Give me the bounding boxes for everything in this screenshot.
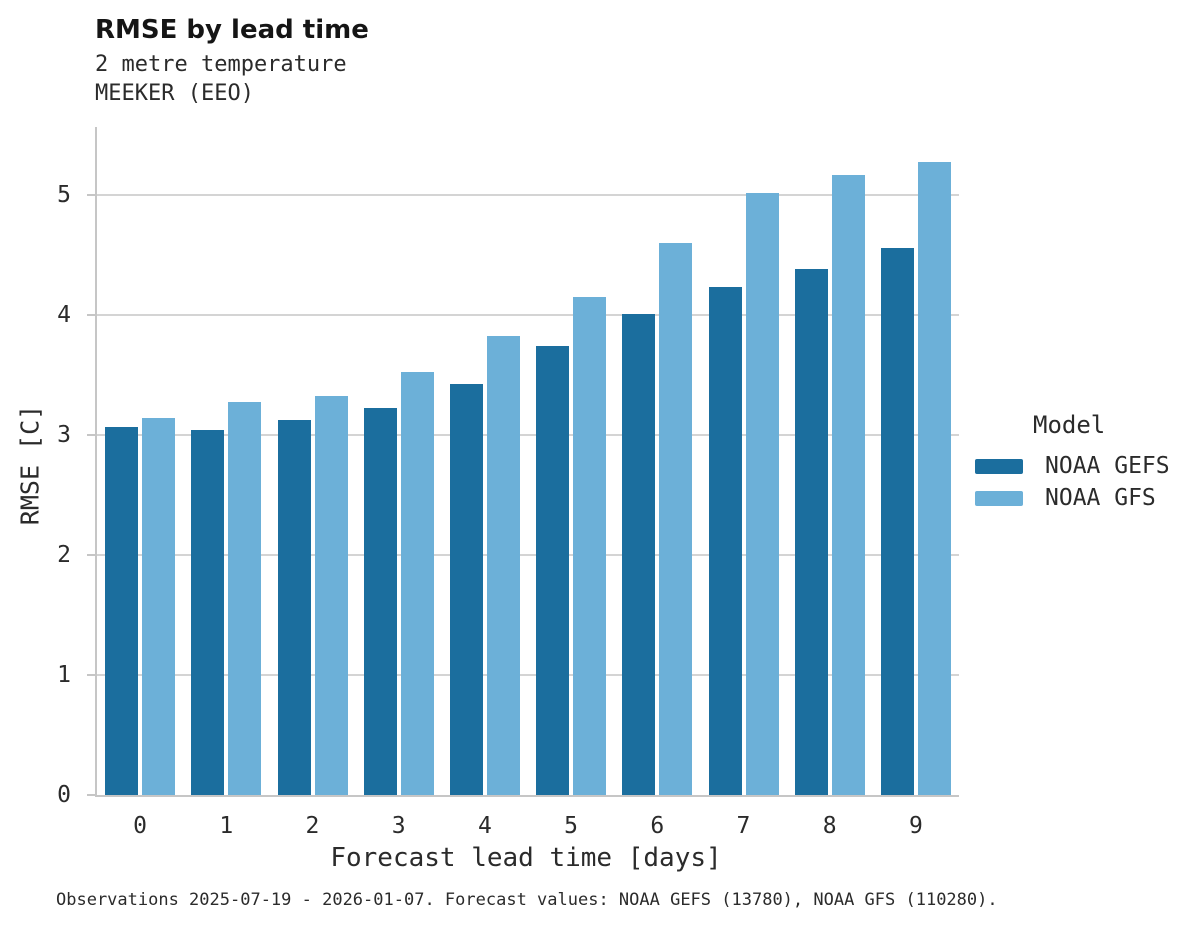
bar-noaa-gefs-day-4 xyxy=(449,384,483,795)
bar-noaa-gfs-day-9 xyxy=(917,162,951,795)
y-tick-label-1: 1 xyxy=(57,662,71,689)
bar-noaa-gfs-day-8 xyxy=(831,175,865,795)
x-tick-label-9: 9 xyxy=(908,813,923,839)
y-tick-mark-5 xyxy=(87,194,95,197)
bar-noaa-gefs-day-1 xyxy=(191,430,225,795)
bar-noaa-gefs-day-5 xyxy=(536,346,570,795)
legend-swatch-noaa-gefs xyxy=(975,458,1023,474)
y-tick-label-2: 2 xyxy=(57,542,71,569)
bar-noaa-gefs-day-9 xyxy=(880,248,914,795)
y-tick-label-3: 3 xyxy=(57,422,71,449)
bar-noaa-gefs-day-3 xyxy=(363,408,397,795)
chart-subtitle-station: MEEKER (EEO) xyxy=(95,81,254,106)
bar-noaa-gefs-day-7 xyxy=(708,287,742,795)
legend-label-noaa-gefs: NOAA GEFS xyxy=(1045,453,1170,479)
bar-noaa-gfs-day-4 xyxy=(486,336,520,795)
gridline-y-3 xyxy=(97,434,959,437)
x-tick-label-2: 2 xyxy=(305,813,320,839)
y-tick-label-4: 4 xyxy=(57,302,71,329)
bar-noaa-gefs-day-2 xyxy=(277,420,311,795)
x-tick-label-8: 8 xyxy=(822,813,837,839)
y-tick-mark-4 xyxy=(87,314,95,317)
footer-caption: Observations 2025-07-19 - 2026-01-07. Fo… xyxy=(56,890,998,910)
bar-noaa-gfs-day-7 xyxy=(745,193,779,795)
plot-area: 0 1 2 3 4 5 0 1 2 3 4 5 6 7 8 9 xyxy=(57,127,959,839)
bar-noaa-gfs-day-5 xyxy=(573,297,607,795)
y-tick-mark-1 xyxy=(87,674,95,677)
gridline-y-4 xyxy=(97,314,959,317)
x-tick-label-4: 4 xyxy=(477,813,492,839)
legend-swatch-noaa-gfs xyxy=(975,490,1023,506)
x-axis-label: Forecast lead time [days] xyxy=(330,843,722,873)
gridline-y-2 xyxy=(97,554,959,557)
bar-noaa-gefs-day-6 xyxy=(622,314,656,795)
gridline-y-1 xyxy=(97,674,959,677)
chart-header: RMSE by lead time 2 metre temperature ME… xyxy=(95,14,369,108)
legend-title: Model xyxy=(1033,411,1106,439)
bar-noaa-gfs-day-6 xyxy=(659,243,693,795)
x-tick-label-6: 6 xyxy=(650,813,665,839)
y-tick-label-0: 0 xyxy=(57,782,71,808)
chart-subtitle-variable: 2 metre temperature xyxy=(95,52,347,77)
x-tick-label-0: 0 xyxy=(133,813,148,839)
bar-noaa-gefs-day-8 xyxy=(794,269,828,795)
y-tick-mark-2 xyxy=(87,554,95,557)
bar-noaa-gfs-day-0 xyxy=(142,418,176,795)
legend-entry-noaa-gfs: NOAA GFS xyxy=(975,482,1170,514)
legend-label-noaa-gfs: NOAA GFS xyxy=(1045,485,1156,511)
gridline-y-5 xyxy=(97,194,959,197)
legend-entries: NOAA GEFS NOAA GFS xyxy=(975,450,1170,514)
chart-title: RMSE by lead time xyxy=(95,15,369,45)
bar-noaa-gfs-day-1 xyxy=(228,402,262,795)
bar-noaa-gfs-day-3 xyxy=(400,372,434,795)
legend-entry-noaa-gefs: NOAA GEFS xyxy=(975,450,1170,482)
bar-noaa-gfs-day-2 xyxy=(314,396,348,795)
bar-noaa-gefs-day-0 xyxy=(105,427,139,795)
x-tick-label-5: 5 xyxy=(564,813,579,839)
x-tick-label-7: 7 xyxy=(736,813,751,839)
legend: Model NOAA GEFS NOAA GFS xyxy=(975,410,1170,514)
x-tick-label-1: 1 xyxy=(219,813,234,839)
y-tick-mark-3 xyxy=(87,434,95,437)
y-tick-mark-0 xyxy=(87,794,95,796)
y-tick-label-5: 5 xyxy=(57,182,71,209)
x-tick-label-3: 3 xyxy=(391,813,406,839)
